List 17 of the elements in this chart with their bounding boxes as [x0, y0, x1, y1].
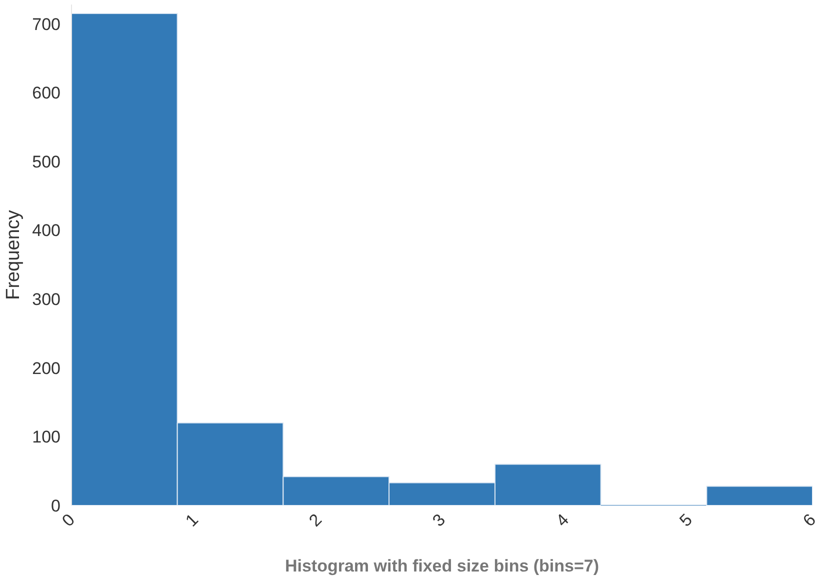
- x-axis-title: Histogram with fixed size bins (bins=7): [284, 556, 600, 576]
- x-tick-label: 6: [799, 510, 817, 530]
- x-tick-label: 2: [305, 510, 326, 530]
- x-tick-label: 5: [676, 510, 696, 530]
- x-tick-label: 3: [428, 510, 450, 530]
- y-tick-label: 700: [32, 14, 61, 34]
- y-tick-label: 0: [51, 496, 61, 516]
- x-tick-label: 1: [182, 510, 202, 530]
- y-tick-label: 600: [32, 84, 61, 103]
- y-tick-label: 400: [32, 221, 61, 240]
- x-tick-label: 4: [552, 510, 573, 530]
- y-tick-label: 300: [32, 290, 61, 310]
- y-axis-title: Frequency: [3, 210, 24, 300]
- y-tick-label: 100: [32, 428, 61, 447]
- x-tick-label: 0: [58, 510, 79, 530]
- y-tick-label: 500: [32, 152, 61, 172]
- y-tick-label: 200: [32, 358, 61, 378]
